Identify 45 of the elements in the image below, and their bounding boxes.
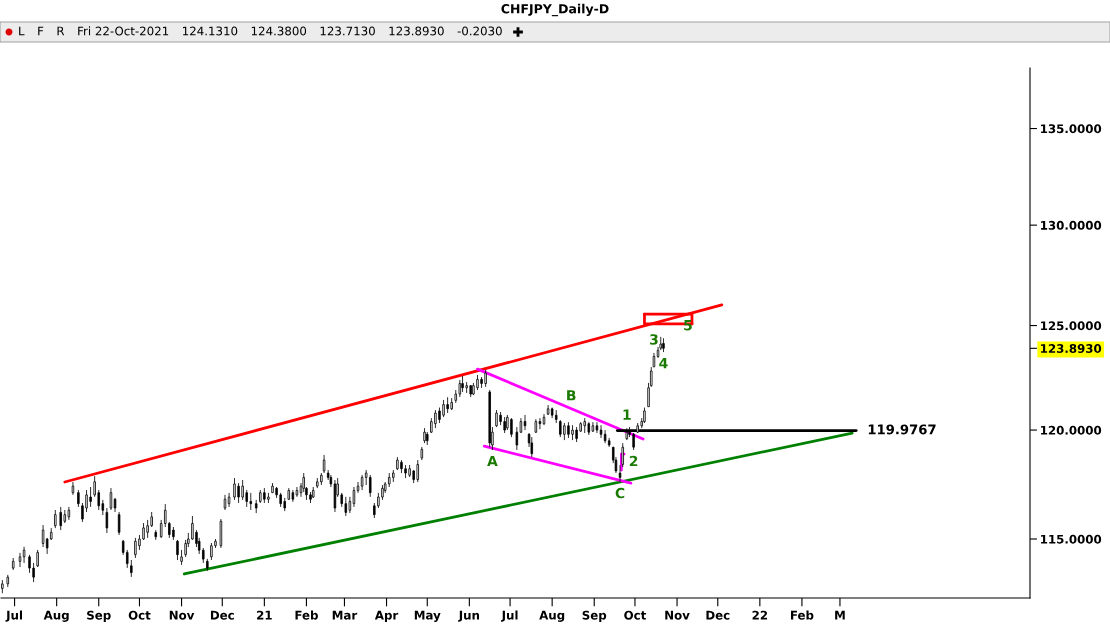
x-tick-label: Jul bbox=[500, 610, 518, 622]
annotation: B bbox=[567, 390, 576, 401]
y-tick-label: 120.0000 bbox=[1041, 425, 1102, 435]
x-tick-label: Dec bbox=[210, 610, 234, 620]
x-tick-label: Jul bbox=[5, 610, 23, 622]
text: F bbox=[38, 26, 44, 36]
x-tick-label: 21 bbox=[257, 610, 272, 620]
text: 123.7130 bbox=[320, 26, 375, 36]
annotation: 1 bbox=[623, 409, 631, 420]
text: R bbox=[57, 26, 65, 36]
x-tick-label: Aug bbox=[43, 610, 69, 622]
x-tick-label: Aug bbox=[539, 610, 565, 622]
text: -0.2030 bbox=[457, 26, 502, 36]
text: 124.3800 bbox=[251, 26, 307, 36]
series-label: 119.9767 bbox=[868, 424, 936, 435]
annotation: 4 bbox=[659, 358, 668, 369]
x-tick-label: Feb bbox=[791, 610, 814, 620]
x-tick-label: M bbox=[835, 610, 845, 620]
x-tick-label: Oct bbox=[128, 610, 151, 620]
chart-title: CHFJPY_Daily-D bbox=[501, 3, 609, 17]
text: L bbox=[19, 26, 25, 36]
x-tick-label: Dec bbox=[706, 610, 730, 620]
x-tick-label: May bbox=[414, 610, 441, 622]
x-tick-label: Sep bbox=[87, 610, 111, 622]
annotation: C bbox=[615, 487, 625, 499]
annotation: A bbox=[487, 455, 498, 467]
annotation: 2 bbox=[629, 455, 638, 467]
x-tick-label: Mar bbox=[332, 610, 358, 620]
x-tick-label: Nov bbox=[665, 610, 690, 620]
y-tick-label: 125.0000 bbox=[1041, 321, 1102, 331]
annotation: 3 bbox=[650, 334, 658, 345]
text: Fri 22-Oct-2021 bbox=[78, 26, 169, 36]
x-tick-label: Nov bbox=[169, 610, 195, 620]
y-tick-label: 130.0000 bbox=[1041, 220, 1102, 230]
y-tick-label: 135.0000 bbox=[1041, 124, 1102, 134]
y-tick-label: 123.8930 bbox=[1041, 344, 1102, 353]
text: 124.1310 bbox=[183, 26, 238, 36]
x-tick-label: Sep bbox=[582, 610, 607, 622]
y-tick-label: 115.0000 bbox=[1041, 534, 1102, 544]
x-tick-label: 22 bbox=[752, 610, 768, 620]
text: 123.8930 bbox=[389, 26, 444, 36]
x-tick-label: Apr bbox=[374, 610, 399, 622]
x-tick-label: Feb bbox=[295, 610, 318, 620]
x-tick-label: Jun bbox=[458, 610, 480, 622]
x-tick-label: Oct bbox=[624, 610, 647, 620]
